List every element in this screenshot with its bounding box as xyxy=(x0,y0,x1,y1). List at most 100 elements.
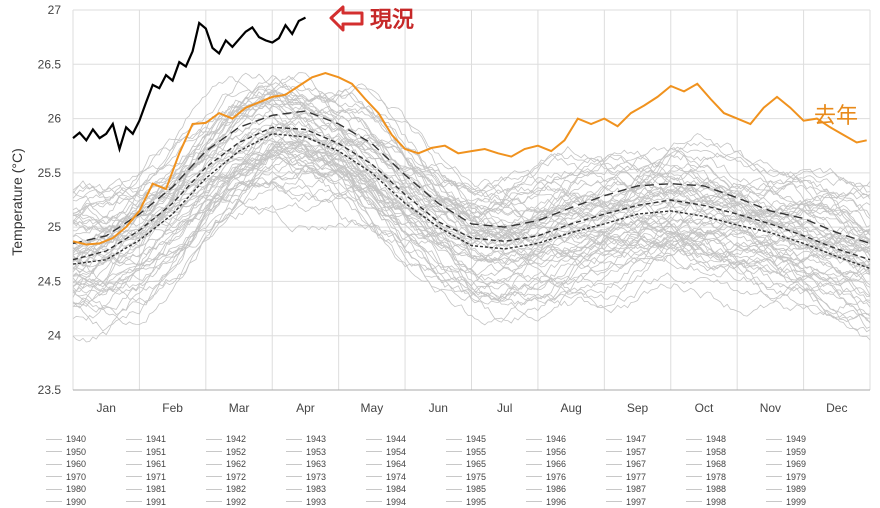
legend-swatch xyxy=(366,501,382,502)
legend-item[interactable]: 1996 xyxy=(526,496,606,508)
legend-item[interactable]: 1986 xyxy=(526,483,606,496)
legend-swatch xyxy=(686,464,702,465)
legend-item[interactable]: 1962 xyxy=(206,458,286,471)
y-tick-label: 25 xyxy=(48,220,62,234)
legend-label: 1971 xyxy=(146,472,166,482)
legend-swatch xyxy=(606,489,622,490)
legend-item[interactable]: 1942 xyxy=(206,433,286,446)
legend-item[interactable]: 1967 xyxy=(606,458,686,471)
legend-item[interactable]: 1983 xyxy=(286,483,366,496)
legend-swatch xyxy=(366,464,382,465)
legend-item[interactable]: 1965 xyxy=(446,458,526,471)
legend-item[interactable]: 1966 xyxy=(526,458,606,471)
legend-swatch xyxy=(766,464,782,465)
legend-item[interactable]: 1993 xyxy=(286,496,366,508)
legend-label: 1943 xyxy=(306,434,326,444)
legend-item[interactable]: 1987 xyxy=(606,483,686,496)
legend-item[interactable]: 1972 xyxy=(206,471,286,484)
legend-item[interactable]: 1958 xyxy=(686,446,766,459)
legend-swatch xyxy=(766,476,782,477)
y-tick-label: 26.5 xyxy=(38,57,62,71)
x-tick-label: Jan xyxy=(97,401,116,415)
legend-item[interactable]: 1988 xyxy=(686,483,766,496)
legend-item[interactable]: 1968 xyxy=(686,458,766,471)
legend-item[interactable]: 1999 xyxy=(766,496,846,508)
legend-item[interactable]: 1985 xyxy=(446,483,526,496)
legend-item[interactable]: 1954 xyxy=(366,446,446,459)
legend-item[interactable]: 1953 xyxy=(286,446,366,459)
legend-item[interactable]: 1978 xyxy=(686,471,766,484)
legend-item[interactable]: 1959 xyxy=(766,446,846,459)
legend-item[interactable]: 1981 xyxy=(126,483,206,496)
legend-item[interactable]: 1940 xyxy=(46,433,126,446)
legend-item[interactable]: 1982 xyxy=(206,483,286,496)
legend-label: 1993 xyxy=(306,497,326,507)
legend-label: 1949 xyxy=(786,434,806,444)
legend-label: 1983 xyxy=(306,484,326,494)
legend-item[interactable]: 1948 xyxy=(686,433,766,446)
legend-label: 1977 xyxy=(626,472,646,482)
legend-item[interactable]: 1941 xyxy=(126,433,206,446)
legend-label: 1989 xyxy=(786,484,806,494)
legend-item[interactable]: 1961 xyxy=(126,458,206,471)
legend-label: 1984 xyxy=(386,484,406,494)
legend-item[interactable]: 1944 xyxy=(366,433,446,446)
legend-item[interactable]: 1960 xyxy=(46,458,126,471)
legend-item[interactable]: 1998 xyxy=(686,496,766,508)
legend-item[interactable]: 1992 xyxy=(206,496,286,508)
legend-item[interactable]: 1979 xyxy=(766,471,846,484)
legend-swatch xyxy=(606,439,622,440)
legend-item[interactable]: 1946 xyxy=(526,433,606,446)
x-tick-label: Sep xyxy=(627,401,649,415)
legend-swatch xyxy=(446,489,462,490)
legend-item[interactable]: 1977 xyxy=(606,471,686,484)
legend-label: 1947 xyxy=(626,434,646,444)
legend-item[interactable]: 1943 xyxy=(286,433,366,446)
legend-item[interactable]: 1952 xyxy=(206,446,286,459)
legend-item[interactable]: 1947 xyxy=(606,433,686,446)
legend-swatch xyxy=(46,476,62,477)
legend-item[interactable]: 1974 xyxy=(366,471,446,484)
legend-label: 1968 xyxy=(706,459,726,469)
y-tick-label: 26 xyxy=(48,112,62,126)
legend-item[interactable]: 1945 xyxy=(446,433,526,446)
legend-item[interactable]: 1973 xyxy=(286,471,366,484)
legend-item[interactable]: 1984 xyxy=(366,483,446,496)
legend-label: 1972 xyxy=(226,472,246,482)
legend-swatch xyxy=(526,451,542,452)
legend-label: 1945 xyxy=(466,434,486,444)
legend-item[interactable]: 1963 xyxy=(286,458,366,471)
legend-label: 1944 xyxy=(386,434,406,444)
legend-item[interactable]: 1970 xyxy=(46,471,126,484)
legend-label: 1986 xyxy=(546,484,566,494)
legend-item[interactable]: 1980 xyxy=(46,483,126,496)
legend-label: 1996 xyxy=(546,497,566,507)
legend-item[interactable]: 1976 xyxy=(526,471,606,484)
legend-swatch xyxy=(206,476,222,477)
legend-swatch xyxy=(366,451,382,452)
legend-item[interactable]: 1951 xyxy=(126,446,206,459)
legend-item[interactable]: 1957 xyxy=(606,446,686,459)
legend-label: 1978 xyxy=(706,472,726,482)
legend-item[interactable]: 1975 xyxy=(446,471,526,484)
legend-swatch xyxy=(286,501,302,502)
legend-item[interactable]: 1956 xyxy=(526,446,606,459)
legend-item[interactable]: 1964 xyxy=(366,458,446,471)
legend-swatch xyxy=(526,489,542,490)
legend-label: 1956 xyxy=(546,447,566,457)
legend-item[interactable]: 1969 xyxy=(766,458,846,471)
legend-item[interactable]: 1949 xyxy=(766,433,846,446)
legend-swatch xyxy=(526,464,542,465)
legend-item[interactable]: 1990 xyxy=(46,496,126,508)
legend-item[interactable]: 1989 xyxy=(766,483,846,496)
legend-label: 1987 xyxy=(626,484,646,494)
legend-item[interactable]: 1995 xyxy=(446,496,526,508)
legend-item[interactable]: 1994 xyxy=(366,496,446,508)
legend-item[interactable]: 1950 xyxy=(46,446,126,459)
legend-item[interactable]: 1955 xyxy=(446,446,526,459)
legend-item[interactable]: 1997 xyxy=(606,496,686,508)
legend-swatch xyxy=(446,476,462,477)
legend-item[interactable]: 1991 xyxy=(126,496,206,508)
legend-item[interactable]: 1971 xyxy=(126,471,206,484)
